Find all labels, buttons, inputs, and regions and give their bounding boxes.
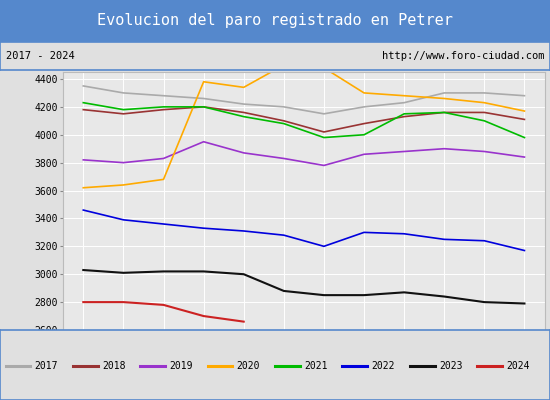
Text: http://www.foro-ciudad.com: http://www.foro-ciudad.com xyxy=(382,51,544,61)
Text: 2022: 2022 xyxy=(372,362,395,371)
Text: 2024: 2024 xyxy=(506,362,530,371)
Text: 2018: 2018 xyxy=(102,362,125,371)
Text: 2023: 2023 xyxy=(439,362,463,371)
Text: 2020: 2020 xyxy=(236,362,260,371)
Text: 2017: 2017 xyxy=(35,362,58,371)
Text: 2021: 2021 xyxy=(304,362,328,371)
Text: Evolucion del paro registrado en Petrer: Evolucion del paro registrado en Petrer xyxy=(97,14,453,28)
Text: 2019: 2019 xyxy=(169,362,193,371)
Text: 2017 - 2024: 2017 - 2024 xyxy=(6,51,74,61)
